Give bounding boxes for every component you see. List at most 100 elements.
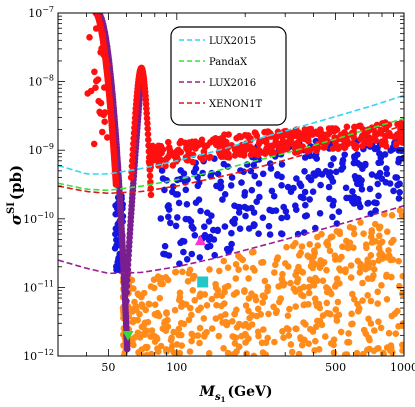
scatter-point: [374, 288, 382, 296]
scatter-point: [175, 199, 183, 207]
scatter-point: [92, 84, 99, 91]
x-axis-subsubscript: 1: [221, 395, 226, 404]
scatter-point: [148, 327, 156, 334]
scatter-point: [188, 311, 195, 319]
y-axis-superscript: SI: [6, 202, 17, 214]
scatter-point: [227, 245, 234, 252]
scatter-point: [400, 134, 404, 141]
scatter-point: [369, 259, 377, 267]
scatter-point: [246, 314, 253, 322]
scatter-point: [353, 349, 361, 356]
scatter-point: [371, 327, 378, 334]
scatter-point: [386, 180, 394, 187]
scatter-point: [298, 341, 306, 349]
scatter-point: [130, 135, 137, 142]
scatter-point: [395, 323, 402, 330]
scatter-point: [170, 328, 177, 336]
y-tick-label: 10−11: [23, 279, 54, 294]
scatter-point: [158, 167, 166, 174]
scatter-point: [145, 300, 152, 308]
scatter-point: [350, 225, 357, 232]
scatter-point: [327, 161, 335, 169]
scatter-point: [214, 170, 222, 178]
scatter-point: [385, 329, 393, 337]
scatter-point: [101, 45, 108, 52]
scatter-point: [144, 125, 151, 132]
scatter-point: [399, 272, 404, 280]
scatter-point: [329, 178, 337, 185]
scatter-point: [293, 325, 300, 333]
scatter-point: [294, 275, 302, 283]
scatter-point: [375, 257, 383, 264]
scatter-point: [300, 292, 307, 300]
plot-frame: [57, 12, 405, 357]
scatter-point: [335, 208, 343, 215]
scatter-point: [285, 140, 293, 148]
scatter-point: [260, 326, 267, 333]
limit-curve-pandax: [58, 117, 404, 192]
scatter-point: [295, 350, 303, 356]
scatter-point: [357, 219, 364, 226]
scatter-point: [305, 289, 313, 297]
scatter-point: [314, 233, 321, 241]
scatter-point: [144, 120, 151, 127]
scatter-point: [308, 254, 316, 261]
scatter-point: [172, 152, 180, 160]
scatter-point: [188, 250, 196, 258]
scatter-point: [368, 275, 376, 282]
scatter-point: [84, 90, 91, 97]
scatter-point: [311, 347, 318, 354]
svg-text:Ms1(GeV): Ms1 (GeV): [199, 384, 273, 404]
scatter-point: [124, 266, 132, 273]
y-axis-title: σSI (pb): [6, 165, 25, 225]
scatter-point: [276, 298, 283, 306]
scatter-point: [211, 251, 218, 259]
x-tick-label: 100: [166, 361, 187, 374]
scatter-point: [283, 243, 290, 251]
scatter-point: [248, 248, 256, 256]
scatter-point: [282, 208, 290, 215]
scatter-point: [177, 137, 185, 145]
y-axis-symbol: σ: [7, 213, 25, 225]
scatter-point: [159, 146, 167, 153]
scatter-point: [95, 97, 102, 105]
scatter-point: [131, 119, 139, 127]
scatter-point: [162, 162, 169, 170]
scatter-point: [331, 252, 339, 259]
scatter-point: [332, 168, 340, 176]
scatter-point: [223, 153, 231, 161]
scatter-point: [330, 349, 338, 356]
scatter-point: [242, 212, 249, 220]
scatter-point: [366, 345, 373, 353]
scatter-point: [143, 105, 150, 112]
scatter-point: [238, 179, 245, 186]
scatter-point: [200, 148, 208, 155]
scatter-point: [147, 333, 154, 340]
scatter-point: [203, 302, 211, 309]
scatter-point: [183, 201, 191, 208]
scatter-point: [236, 225, 244, 232]
scatter-point: [356, 161, 364, 169]
scatter-point: [144, 130, 152, 138]
scatter-point: [96, 108, 103, 116]
scatter-point: [235, 209, 243, 216]
scatter-point: [327, 310, 334, 318]
scatter-point: [346, 239, 354, 246]
scatter-point: [371, 199, 378, 206]
scatter-point: [190, 168, 198, 176]
scatter-point: [210, 236, 218, 243]
scatter-point: [339, 243, 346, 250]
scatter-point: [91, 68, 98, 76]
scatter-point: [296, 285, 304, 293]
scatter-point: [182, 186, 190, 194]
scatter-point: [398, 212, 404, 219]
scatter-point: [192, 138, 199, 145]
scatter-point: [322, 333, 329, 340]
scatter-point: [359, 297, 366, 304]
scatter-point: [360, 350, 367, 356]
scatter-point: [233, 348, 240, 355]
scatter-point: [312, 224, 319, 232]
scatter-point: [231, 340, 239, 347]
scatter-point: [101, 118, 108, 125]
scatter-point: [235, 252, 242, 260]
